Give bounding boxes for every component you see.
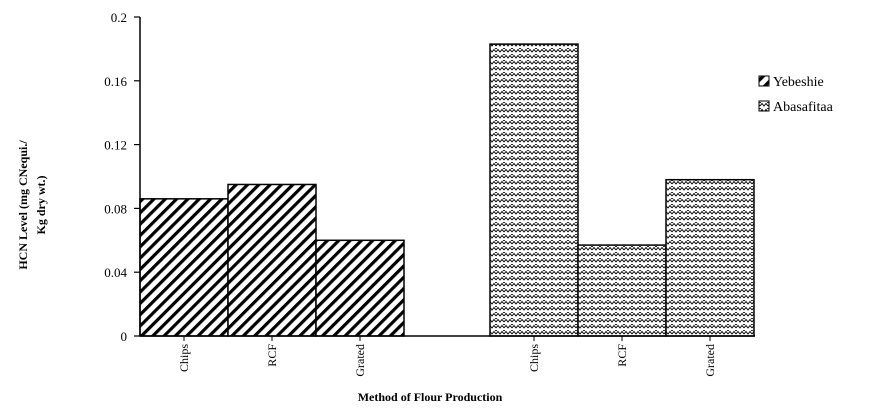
bar-abasafitaa-grated [665, 178, 755, 337]
x-axis-title: Method of Flour Production [358, 390, 503, 404]
legend-swatch-yebeshie [758, 75, 770, 87]
y-tick-label: 0.12 [104, 138, 127, 153]
x-tick-label-grated: Grated [353, 344, 367, 377]
bar-yebeshie-rcf [227, 183, 317, 337]
bar-abasafitaa-rcf [577, 244, 667, 337]
x-tick-label-rcf: RCF [265, 344, 279, 367]
bar-yebeshie-chips [139, 198, 229, 337]
x-tick-label-chips: Chips [527, 344, 541, 372]
x-tick-label-chips: Chips [177, 344, 191, 372]
y-tick-label: 0.04 [104, 265, 127, 280]
x-category-labels: Chips RCF Grated Chips RCF Grated [177, 336, 717, 377]
bar-yebeshie-grated [315, 239, 405, 337]
y-axis: 0 0.04 0.08 0.12 0.16 0.2 [104, 10, 755, 344]
y-axis-title-line1: HCN Level (mg CNequi./ [16, 140, 30, 270]
legend-label-yebeshie: Yebeshie [773, 75, 824, 90]
bar-abasafitaa-chips [489, 43, 579, 337]
y-axis-title-line2: Kg dry wt.) [34, 176, 48, 235]
x-tick-label-grated: Grated [703, 344, 717, 377]
y-tick-label: 0.08 [104, 201, 127, 216]
legend-swatch-abasafitaa [758, 100, 770, 112]
x-tick-label-rcf: RCF [615, 344, 629, 367]
legend: Yebeshie Abasafitaa [758, 75, 834, 115]
y-tick-label: 0.16 [104, 74, 127, 89]
legend-label-abasafitaa: Abasafitaa [773, 100, 834, 115]
y-tick-label: 0 [121, 329, 128, 344]
bars-layer [139, 43, 755, 337]
y-tick-label: 0.2 [111, 10, 127, 25]
